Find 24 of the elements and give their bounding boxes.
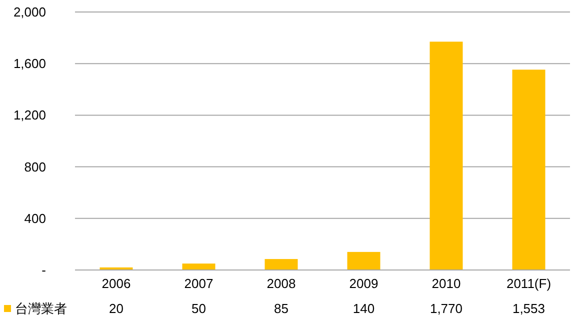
y-tick-label: 1,600 bbox=[13, 56, 46, 72]
data-label: 1,770 bbox=[430, 301, 463, 316]
bar bbox=[347, 252, 380, 270]
data-label: 20 bbox=[109, 301, 124, 316]
data-label: 140 bbox=[352, 301, 375, 316]
y-tick-label: 400 bbox=[24, 210, 46, 226]
x-tick-label: 2009 bbox=[349, 276, 378, 291]
bar bbox=[512, 70, 546, 270]
x-tick-label: 2011(F) bbox=[506, 276, 552, 291]
y-tick-label: - bbox=[42, 262, 46, 278]
y-tick-label: 800 bbox=[24, 159, 46, 174]
x-tick-label: 2006 bbox=[102, 276, 131, 291]
y-tick-label: 2,000 bbox=[13, 4, 46, 20]
data-label: 50 bbox=[192, 301, 206, 316]
bar bbox=[430, 42, 463, 270]
y-tick-label: 1,200 bbox=[13, 108, 46, 123]
data-label: 85 bbox=[274, 301, 288, 316]
bar bbox=[264, 259, 298, 270]
data-label: 1,553 bbox=[512, 301, 546, 316]
legend-label: 台灣業者 bbox=[15, 301, 67, 316]
x-tick-label: 2008 bbox=[266, 276, 296, 291]
bar bbox=[182, 264, 216, 270]
x-tick-label: 2010 bbox=[432, 276, 461, 291]
x-tick-label: 2007 bbox=[184, 276, 214, 291]
